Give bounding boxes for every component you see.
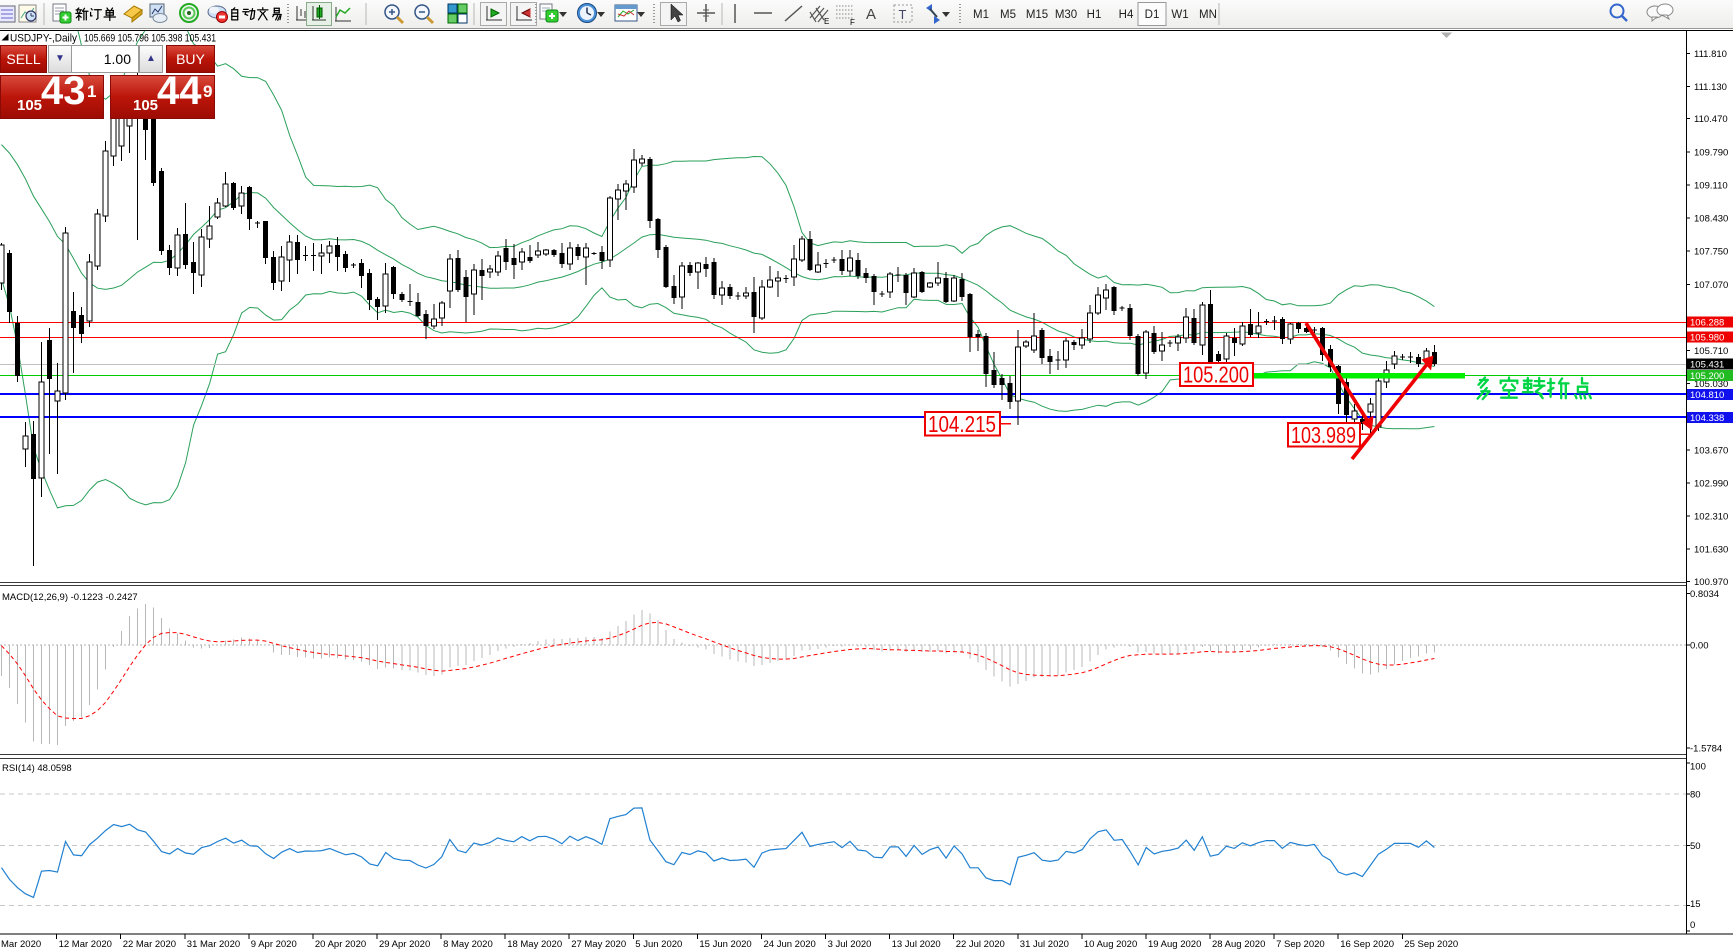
svg-text:F: F (850, 18, 855, 27)
svg-text:W1: W1 (1171, 9, 1188, 21)
svg-text:M5: M5 (1000, 9, 1016, 21)
svg-text:50: 50 (1690, 841, 1701, 852)
svg-text:T: T (899, 7, 907, 22)
svg-text:20 Apr 2020: 20 Apr 2020 (315, 939, 366, 950)
svg-text:105.431: 105.431 (1690, 360, 1724, 371)
svg-text:104.215: 104.215 (928, 411, 996, 437)
svg-text:8 May 2020: 8 May 2020 (443, 939, 493, 950)
svg-text:USDJPY-,Daily: USDJPY-,Daily (10, 33, 77, 45)
svg-text:RSI(14) 48.0598: RSI(14) 48.0598 (2, 763, 72, 774)
svg-text:15: 15 (1690, 899, 1701, 910)
svg-text:M15: M15 (1026, 9, 1048, 21)
svg-text:105.669 105.796 105.398 105.43: 105.669 105.796 105.398 105.431 (84, 33, 216, 45)
svg-text:109.790: 109.790 (1694, 147, 1728, 158)
svg-text:7 Sep 2020: 7 Sep 2020 (1276, 939, 1325, 950)
svg-text:-1.5784: -1.5784 (1690, 744, 1722, 755)
svg-text:0.8034: 0.8034 (1690, 589, 1719, 600)
svg-text:16 Sep 2020: 16 Sep 2020 (1340, 939, 1394, 950)
svg-text:0.00: 0.00 (1690, 641, 1709, 652)
svg-text:31 Jul 2020: 31 Jul 2020 (1020, 939, 1069, 950)
svg-text:25 Sep 2020: 25 Sep 2020 (1404, 939, 1458, 950)
svg-text:100: 100 (1690, 762, 1706, 773)
svg-text:A: A (866, 6, 876, 23)
svg-text:24 Jun 2020: 24 Jun 2020 (764, 939, 816, 950)
svg-text:MN: MN (1199, 9, 1217, 21)
svg-text:M1: M1 (973, 9, 989, 21)
svg-text:106.288: 106.288 (1690, 318, 1724, 329)
svg-text:105.710: 105.710 (1694, 346, 1728, 357)
svg-text:27 May 2020: 27 May 2020 (571, 939, 626, 950)
svg-text:18 May 2020: 18 May 2020 (507, 939, 562, 950)
svg-text:80: 80 (1690, 790, 1701, 801)
svg-text:15 Jun 2020: 15 Jun 2020 (699, 939, 751, 950)
svg-text:Mar 2020: Mar 2020 (1, 939, 41, 950)
svg-text:103.989: 103.989 (1291, 422, 1356, 448)
svg-text:107.070: 107.070 (1694, 280, 1728, 291)
svg-text:105.200: 105.200 (1690, 371, 1724, 382)
svg-text:104.810: 104.810 (1690, 390, 1724, 401)
svg-text:28 Aug 2020: 28 Aug 2020 (1212, 939, 1265, 950)
svg-text:22 Jul 2020: 22 Jul 2020 (956, 939, 1005, 950)
svg-text:107.750: 107.750 (1694, 247, 1728, 258)
svg-text:105.980: 105.980 (1690, 333, 1724, 344)
svg-text:13 Jul 2020: 13 Jul 2020 (892, 939, 941, 950)
svg-text:108.430: 108.430 (1694, 214, 1728, 225)
svg-text:100.970: 100.970 (1694, 577, 1728, 588)
svg-text:103.670: 103.670 (1694, 445, 1728, 456)
svg-text:M30: M30 (1055, 9, 1077, 21)
svg-text:29 Apr 2020: 29 Apr 2020 (379, 939, 430, 950)
svg-text:10 Aug 2020: 10 Aug 2020 (1084, 939, 1137, 950)
svg-text:MACD(12,26,9) -0.1223 -0.2427: MACD(12,26,9) -0.1223 -0.2427 (2, 592, 138, 603)
svg-text:110.470: 110.470 (1694, 114, 1728, 125)
svg-text:104.338: 104.338 (1690, 413, 1724, 424)
svg-text:3 Jul 2020: 3 Jul 2020 (828, 939, 872, 950)
svg-text:101.630: 101.630 (1694, 545, 1728, 556)
svg-text:105.030: 105.030 (1694, 379, 1728, 390)
svg-text:31 Mar 2020: 31 Mar 2020 (187, 939, 240, 950)
svg-text:105.200: 105.200 (1183, 362, 1249, 388)
svg-text:E: E (824, 17, 829, 26)
svg-text:0: 0 (1690, 920, 1695, 931)
svg-text:22 Mar 2020: 22 Mar 2020 (123, 939, 176, 950)
svg-text:102.990: 102.990 (1694, 478, 1728, 489)
svg-text:19 Aug 2020: 19 Aug 2020 (1148, 939, 1201, 950)
svg-text:H4: H4 (1119, 9, 1134, 21)
svg-text:5 Jun 2020: 5 Jun 2020 (635, 939, 682, 950)
svg-text:D1: D1 (1145, 9, 1160, 21)
svg-text:102.310: 102.310 (1694, 512, 1728, 523)
svg-text:H1: H1 (1087, 9, 1102, 21)
svg-text:12 Mar 2020: 12 Mar 2020 (59, 939, 112, 950)
svg-text:109.110: 109.110 (1694, 180, 1728, 191)
svg-text:9 Apr 2020: 9 Apr 2020 (251, 939, 297, 950)
svg-text:111.130: 111.130 (1694, 82, 1727, 93)
svg-text:111.810: 111.810 (1694, 49, 1727, 60)
